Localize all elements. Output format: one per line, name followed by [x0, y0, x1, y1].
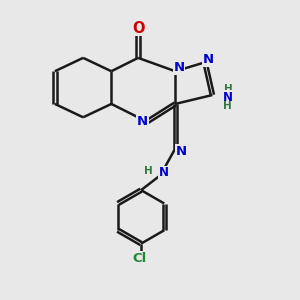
Text: N: N: [176, 145, 187, 158]
Text: N: N: [137, 115, 148, 128]
Text: N: N: [173, 61, 184, 74]
Text: N: N: [159, 167, 169, 179]
Text: N: N: [203, 53, 214, 66]
Text: Cl: Cl: [133, 252, 147, 265]
Text: N: N: [223, 91, 233, 104]
Text: H: H: [144, 166, 153, 176]
Text: H: H: [224, 84, 233, 94]
Text: H: H: [224, 101, 232, 111]
Text: O: O: [132, 21, 144, 36]
